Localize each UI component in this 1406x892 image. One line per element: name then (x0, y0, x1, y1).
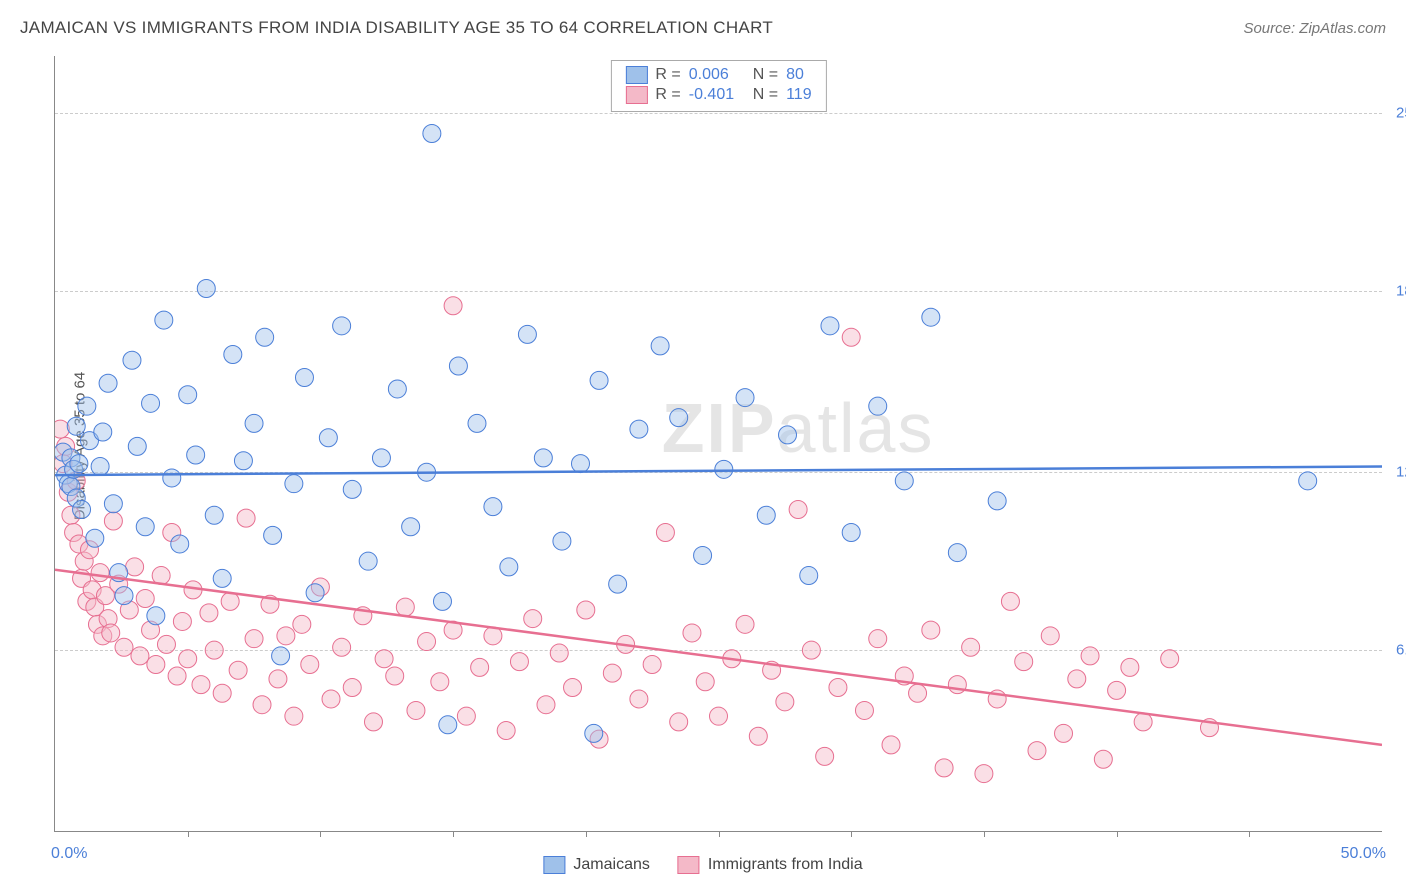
swatch-jamaicans (625, 66, 647, 84)
scatter-plot-svg (55, 56, 1382, 831)
swatch-india (625, 86, 647, 104)
chart-title: JAMAICAN VS IMMIGRANTS FROM INDIA DISABI… (20, 18, 773, 38)
y-tick-label: 6.3% (1386, 642, 1406, 659)
n-value-india: 119 (786, 86, 812, 104)
legend-label-india: Immigrants from India (708, 856, 863, 874)
swatch-india-icon (678, 856, 700, 874)
chart-plot-area: ZIPatlas R = 0.006 N = 80 R = -0.401 N =… (54, 56, 1382, 832)
correlation-legend: R = 0.006 N = 80 R = -0.401 N = 119 (610, 60, 826, 112)
legend-item-jamaicans: Jamaicans (543, 856, 649, 874)
n-value-jamaicans: 80 (786, 66, 804, 84)
n-label: N = (753, 86, 778, 104)
y-tick-label: 12.5% (1386, 464, 1406, 481)
legend-item-india: Immigrants from India (678, 856, 863, 874)
x-axis-min-label: 0.0% (51, 845, 87, 863)
legend-row-india: R = -0.401 N = 119 (625, 85, 811, 105)
legend-row-jamaicans: R = 0.006 N = 80 (625, 65, 811, 85)
r-value-india: -0.401 (689, 86, 745, 104)
r-value-jamaicans: 0.006 (689, 66, 745, 84)
swatch-jamaicans-icon (543, 856, 565, 874)
y-tick-label: 25.0% (1386, 105, 1406, 122)
n-label: N = (753, 66, 778, 84)
x-axis-max-label: 50.0% (1341, 845, 1386, 863)
y-tick-label: 18.8% (1386, 283, 1406, 300)
legend-label-jamaicans: Jamaicans (573, 856, 649, 874)
series-legend: Jamaicans Immigrants from India (543, 856, 862, 874)
r-label: R = (655, 66, 680, 84)
source-attribution: Source: ZipAtlas.com (1243, 20, 1386, 37)
r-label: R = (655, 86, 680, 104)
